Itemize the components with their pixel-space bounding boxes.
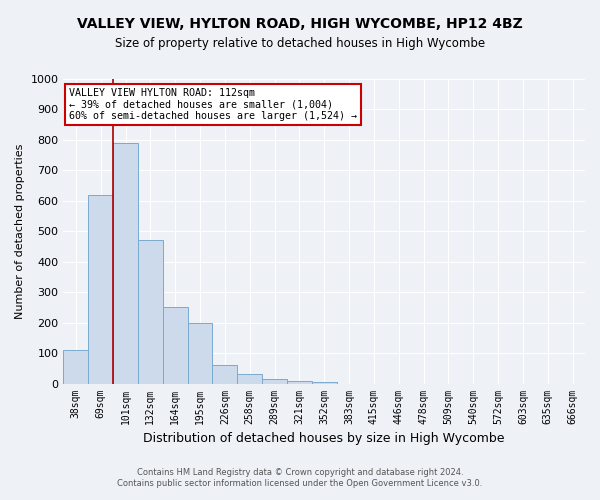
Bar	[287, 380, 312, 384]
Text: VALLEY VIEW, HYLTON ROAD, HIGH WYCOMBE, HP12 4BZ: VALLEY VIEW, HYLTON ROAD, HIGH WYCOMBE, …	[77, 18, 523, 32]
Bar	[188, 322, 212, 384]
Bar	[113, 143, 138, 384]
X-axis label: Distribution of detached houses by size in High Wycombe: Distribution of detached houses by size …	[143, 432, 505, 445]
Bar	[163, 308, 188, 384]
Bar	[237, 374, 262, 384]
Bar	[88, 194, 113, 384]
Text: Contains HM Land Registry data © Crown copyright and database right 2024.
Contai: Contains HM Land Registry data © Crown c…	[118, 468, 482, 487]
Bar	[262, 379, 287, 384]
Bar	[64, 350, 88, 384]
Bar	[212, 366, 237, 384]
Text: Size of property relative to detached houses in High Wycombe: Size of property relative to detached ho…	[115, 38, 485, 51]
Bar	[312, 382, 337, 384]
Y-axis label: Number of detached properties: Number of detached properties	[15, 144, 25, 319]
Text: VALLEY VIEW HYLTON ROAD: 112sqm
← 39% of detached houses are smaller (1,004)
60%: VALLEY VIEW HYLTON ROAD: 112sqm ← 39% of…	[68, 88, 356, 122]
Bar	[138, 240, 163, 384]
